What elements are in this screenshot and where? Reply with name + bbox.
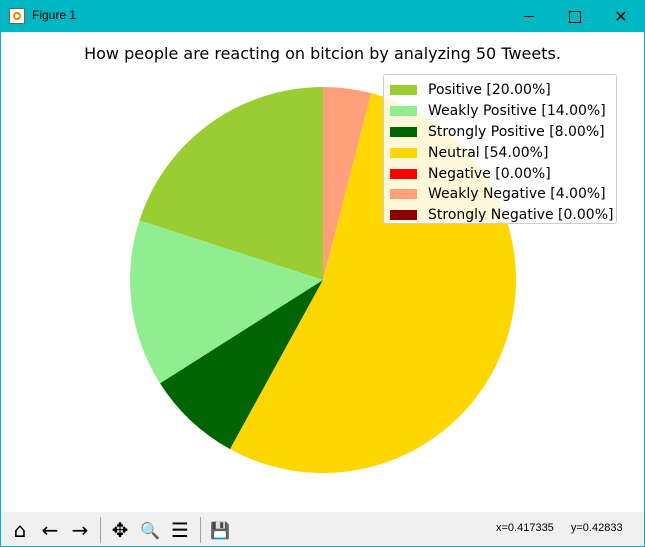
chart-legend: Positive [20.00%] Weakly Positive [14.00%… <box>383 74 617 224</box>
navigation-toolbar: ⌂ ← → ✥ 🔍 ☰ 💾 x=0.417335 y=0.42833 <box>1 512 644 546</box>
home-button[interactable]: ⌂ <box>7 517 33 543</box>
back-button[interactable]: ← <box>37 517 63 543</box>
legend-item-positive: Positive [20.00%] <box>384 80 616 101</box>
legend-label: Weakly Negative [4.00%] <box>428 186 606 203</box>
legend-label: Weakly Positive [14.00%] <box>428 103 606 120</box>
zoom-button[interactable]: 🔍 <box>137 517 163 543</box>
pan-button[interactable]: ✥ <box>107 517 133 543</box>
title-bar[interactable]: Figure 1 ✕ <box>1 1 644 32</box>
legend-label: Neutral [54.00%] <box>428 144 549 161</box>
legend-item-neutral: Neutral [54.00%] <box>384 142 616 163</box>
legend-swatch <box>390 85 417 96</box>
zoom-icon: 🔍 <box>140 520 160 540</box>
close-icon: ✕ <box>614 7 628 26</box>
back-arrow-icon: ← <box>41 518 59 542</box>
maximize-icon <box>569 10 581 23</box>
chart-title: How people are reacting on bitcion by an… <box>84 44 561 63</box>
legend-item-weakly-negative: Weakly Negative [4.00%] <box>384 184 616 205</box>
legend-item-negative: Negative [0.00%] <box>384 163 616 184</box>
pie-slice-weakly-negative <box>323 87 371 280</box>
legend-item-strongly-positive: Strongly Positive [8.00%] <box>384 122 616 143</box>
legend-swatch <box>390 189 417 200</box>
legend-label: Strongly Negative [0.00%] <box>428 207 614 224</box>
pan-icon: ✥ <box>111 518 129 542</box>
legend-label: Strongly Positive [8.00%] <box>428 123 605 140</box>
save-button[interactable]: 💾 <box>207 517 233 543</box>
pie-slice-strongly-positive <box>160 280 323 450</box>
legend-swatch <box>390 106 417 117</box>
close-button[interactable]: ✕ <box>598 1 644 32</box>
legend-item-weakly-positive: Weakly Positive [14.00%] <box>384 101 616 122</box>
coord-x: x=0.417335 <box>496 522 554 534</box>
toolbar-separator <box>200 517 201 543</box>
toolbar-separator <box>100 517 101 543</box>
legend-label: Positive [20.00%] <box>428 82 551 99</box>
legend-swatch <box>390 126 417 137</box>
coord-y: y=0.42833 <box>570 522 623 534</box>
forward-arrow-icon: → <box>71 518 89 542</box>
window-title: Figure 1 <box>32 8 77 22</box>
minimize-button[interactable] <box>506 1 552 32</box>
home-icon: ⌂ <box>13 518 27 542</box>
forward-button[interactable]: → <box>67 517 93 543</box>
pie-slice-weakly-positive <box>130 220 323 384</box>
minimize-icon <box>524 16 534 17</box>
legend-swatch <box>390 168 417 179</box>
sliders-icon: ☰ <box>171 518 189 542</box>
pie-slice-positive <box>139 87 323 280</box>
matplotlib-app-icon <box>9 8 25 24</box>
legend-item-strongly-negative: Strongly Negative [0.00%] <box>384 205 616 226</box>
configure-subplots-button[interactable]: ☰ <box>167 517 193 543</box>
cursor-coordinates: x=0.417335 y=0.42833 <box>496 522 637 534</box>
legend-swatch <box>390 147 417 158</box>
maximize-button[interactable] <box>552 1 598 32</box>
legend-label: Negative [0.00%] <box>428 165 551 182</box>
save-icon: 💾 <box>210 520 230 540</box>
legend-swatch <box>390 210 417 221</box>
figure-canvas[interactable]: How people are reacting on bitcion by an… <box>1 32 644 512</box>
